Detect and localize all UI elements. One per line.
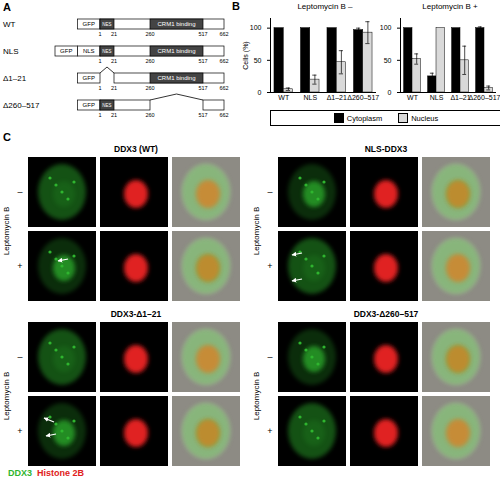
svg-text:+: +: [267, 261, 272, 271]
svg-text:1: 1: [98, 31, 101, 37]
svg-text:DDX3Histone 2B: DDX3Histone 2B: [8, 468, 85, 478]
svg-text:CRM1 binding: CRM1 binding: [157, 75, 195, 81]
svg-text:NLS: NLS: [303, 94, 317, 101]
svg-text:GFP: GFP: [60, 48, 72, 54]
svg-text:NES: NES: [102, 49, 111, 54]
svg-text:GFP: GFP: [83, 75, 95, 81]
svg-text:260: 260: [145, 31, 154, 37]
svg-text:WT: WT: [278, 94, 290, 101]
svg-text:662: 662: [219, 31, 228, 37]
html-text:Nucleus: Nucleus: [411, 113, 439, 123]
svg-text:NLS: NLS: [3, 47, 19, 56]
svg-text:Δ1–21: Δ1–21: [3, 74, 27, 83]
svg-text:–: –: [267, 352, 272, 362]
svg-text:CRM1 binding: CRM1 binding: [157, 21, 195, 27]
svg-text:GFP: GFP: [83, 21, 95, 27]
svg-text:662: 662: [219, 112, 228, 118]
svg-text:Δ1–21: Δ1–21: [450, 94, 471, 102]
svg-text:DDX3-Δ1–21: DDX3-Δ1–21: [111, 309, 162, 319]
svg-text:1: 1: [98, 112, 101, 118]
svg-text:21: 21: [111, 112, 117, 118]
svg-text:+: +: [267, 426, 272, 436]
svg-text:Leptomycin B: Leptomycin B: [252, 372, 261, 420]
svg-text:Δ260–517: Δ260–517: [469, 94, 500, 101]
html-text:B: B: [232, 0, 240, 12]
svg-text:21: 21: [111, 85, 117, 91]
svg-text:0: 0: [388, 89, 392, 96]
svg-text:WT: WT: [3, 20, 16, 29]
svg-text:–: –: [267, 187, 272, 197]
svg-text:NLS: NLS: [430, 94, 444, 101]
svg-text:C: C: [3, 131, 11, 143]
svg-text:WT: WT: [407, 94, 419, 101]
svg-text:CRM1 binding: CRM1 binding: [157, 48, 195, 54]
svg-text:NLS-DDX3: NLS-DDX3: [365, 144, 408, 154]
svg-text:1: 1: [98, 58, 101, 64]
svg-text:260: 260: [145, 58, 154, 64]
svg-text:50: 50: [254, 57, 262, 64]
svg-text:NLS: NLS: [83, 48, 95, 54]
svg-text:–: –: [17, 187, 22, 197]
html-text:Leptomycin B +: Leptomycin B +: [422, 2, 478, 11]
svg-text:Δ260–517: Δ260–517: [3, 101, 40, 110]
html-text:Cytoplasm: Cytoplasm: [346, 113, 383, 123]
svg-text:NES: NES: [102, 103, 111, 108]
svg-text:Δ1–21: Δ1–21: [327, 94, 347, 101]
svg-text:–: –: [17, 352, 22, 362]
svg-text:517: 517: [198, 112, 207, 118]
svg-text:+: +: [17, 261, 22, 271]
svg-text:Δ260–517: Δ260–517: [347, 94, 379, 101]
svg-text:DDX3-Δ260–517: DDX3-Δ260–517: [354, 309, 419, 319]
svg-text:0: 0: [258, 89, 262, 96]
svg-text:+: +: [17, 426, 22, 436]
svg-text:100: 100: [380, 24, 392, 31]
svg-text:DDX3 (WT): DDX3 (WT): [114, 144, 158, 154]
html-text:Leptomycin B –: Leptomycin B –: [297, 2, 353, 11]
svg-text:GFP: GFP: [83, 102, 95, 108]
svg-text:260: 260: [145, 112, 154, 118]
svg-text:662: 662: [219, 85, 228, 91]
svg-text:517: 517: [198, 31, 207, 37]
svg-text:260: 260: [145, 85, 154, 91]
svg-text:517: 517: [198, 85, 207, 91]
svg-text:21: 21: [111, 31, 117, 37]
svg-text:21: 21: [111, 58, 117, 64]
svg-text:517: 517: [198, 58, 207, 64]
svg-text:Leptomycin B: Leptomycin B: [252, 207, 261, 255]
svg-text:50: 50: [384, 57, 392, 64]
svg-text:100: 100: [250, 24, 262, 31]
svg-text:Leptomycin B: Leptomycin B: [2, 372, 11, 420]
svg-text:NES: NES: [102, 22, 111, 27]
svg-text:A: A: [3, 1, 11, 13]
svg-text:662: 662: [219, 58, 228, 64]
svg-text:Cells (%): Cells (%): [242, 41, 250, 69]
svg-text:1: 1: [98, 85, 101, 91]
svg-text:Leptomycin B: Leptomycin B: [2, 207, 11, 255]
